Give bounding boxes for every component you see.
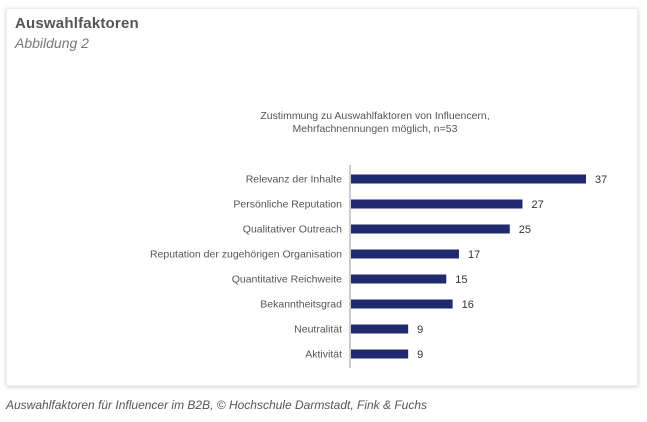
category-tick-label: Neutralität bbox=[294, 324, 342, 336]
bar-value-label: 16 bbox=[462, 299, 474, 311]
category-tick-label: Aktivität bbox=[305, 349, 342, 361]
category-tick-label: Reputation der zugehörigen Organisation bbox=[150, 249, 342, 261]
bar-value-label: 25 bbox=[519, 224, 531, 236]
bar bbox=[351, 324, 409, 334]
bar-chart: Zustimmung zu Auswahlfaktoren von Influe… bbox=[150, 110, 607, 368]
category-tick-label: Bekanntheitsgrad bbox=[260, 299, 342, 311]
chart-title-line: Zustimmung zu Auswahlfaktoren von Influe… bbox=[260, 110, 489, 122]
bar bbox=[351, 299, 453, 309]
bar bbox=[351, 174, 586, 184]
category-tick-label: Qualitativer Outreach bbox=[243, 224, 342, 236]
bar-value-label: 27 bbox=[531, 199, 543, 211]
category-tick-label: Relevanz der Inhalte bbox=[246, 174, 342, 186]
bar-value-label: 9 bbox=[417, 349, 423, 361]
bar bbox=[351, 249, 459, 259]
card-heading: Auswahlfaktoren bbox=[15, 15, 139, 32]
chart-card: Auswahlfaktoren Abbildung 2 Zustimmung z… bbox=[6, 8, 638, 386]
bar-value-label: 37 bbox=[595, 174, 607, 186]
bar bbox=[351, 274, 447, 284]
card-subheading: Abbildung 2 bbox=[15, 35, 89, 51]
bar bbox=[351, 349, 409, 359]
figure-caption: Auswahlfaktoren für Influencer im B2B, ©… bbox=[6, 398, 428, 412]
chart-title-line: Mehrfachnennungen möglich, n=53 bbox=[293, 123, 458, 135]
category-tick-label: Quantitative Reichweite bbox=[232, 274, 342, 286]
bar-value-label: 17 bbox=[468, 249, 480, 261]
bar bbox=[351, 199, 523, 209]
category-tick-label: Persönliche Reputation bbox=[233, 199, 342, 211]
bar-value-label: 9 bbox=[417, 324, 423, 336]
bar-value-label: 15 bbox=[455, 274, 467, 286]
bar bbox=[351, 224, 510, 234]
